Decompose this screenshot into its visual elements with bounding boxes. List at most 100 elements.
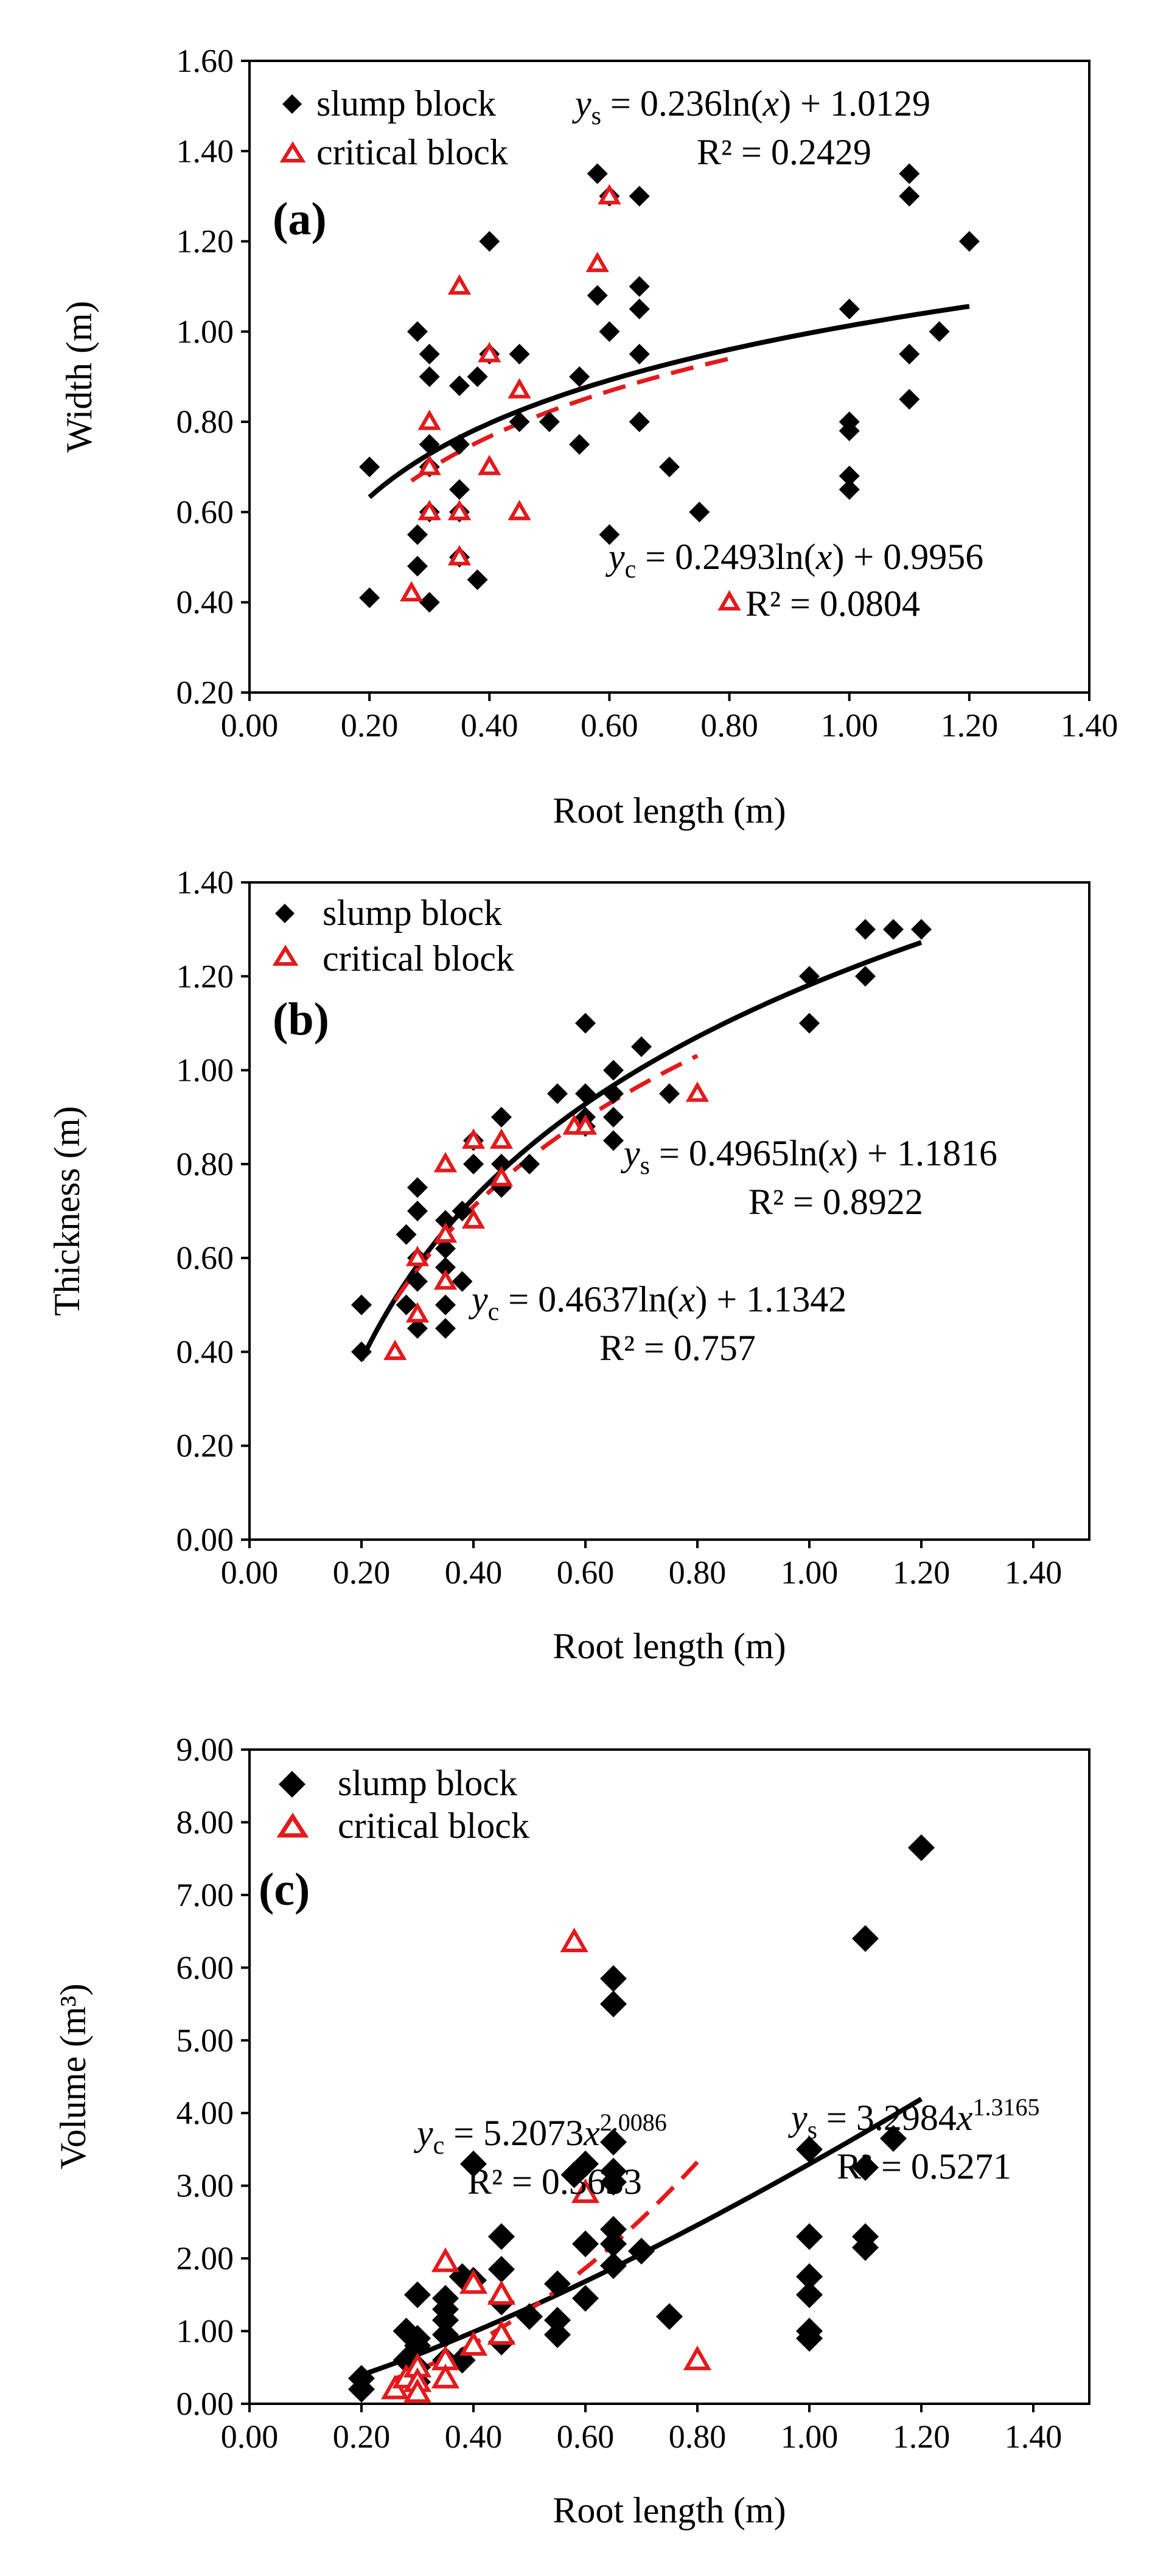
data-point-critical	[447, 545, 472, 566]
data-point-slump	[419, 434, 440, 455]
data-point-slump	[629, 186, 650, 207]
data-point-critical	[459, 2269, 488, 2294]
x-axis-title: Root length (m)	[553, 2490, 786, 2530]
data-point-slump	[407, 1201, 428, 1221]
data-point-critical	[461, 1208, 486, 1229]
y-tick-label: 4.00	[176, 2095, 234, 2131]
data-point-slump	[488, 2256, 515, 2283]
data-point-slump	[572, 2150, 599, 2177]
data-point-slump	[467, 366, 488, 387]
x-tick-label: 1.00	[781, 1554, 839, 1591]
data-point-slump	[407, 1318, 428, 1339]
data-point-slump	[544, 2321, 571, 2348]
data-point-slump	[419, 366, 440, 387]
data-point-slump	[351, 1341, 372, 1363]
x-tick-label: 0.40	[445, 2418, 503, 2455]
data-point-slump	[603, 1106, 624, 1128]
legend-diamond-marker	[279, 1771, 305, 1798]
slump-equation: ys = 3.2984x1.3165	[787, 2093, 1039, 2145]
data-point-slump	[839, 420, 860, 441]
legend-label-critical: critical block	[338, 1806, 529, 1846]
x-tick-label: 0.80	[669, 1554, 727, 1591]
data-point-slump	[463, 1153, 484, 1175]
data-point-slump	[600, 2216, 627, 2243]
y-tick-label: 1.60	[176, 43, 234, 79]
slump-r2: R² = 0.2429	[697, 132, 871, 172]
data-point-critical	[489, 1128, 514, 1149]
data-point-slump	[519, 1153, 540, 1175]
data-point-slump	[599, 321, 620, 342]
x-axis-title: Root length (m)	[553, 1626, 786, 1666]
data-point-slump	[899, 389, 920, 410]
data-point-slump	[958, 231, 980, 252]
data-point-slump	[351, 1294, 372, 1316]
x-tick-label: 0.00	[221, 1554, 279, 1591]
data-point-slump	[880, 2125, 907, 2152]
data-point-slump	[572, 2285, 599, 2312]
data-point-slump	[572, 2230, 599, 2258]
data-point-critical	[598, 184, 621, 204]
data-point-critical	[685, 1081, 710, 1102]
data-point-slump	[689, 501, 710, 523]
data-point-critical	[403, 2378, 432, 2403]
data-point-critical	[405, 1302, 430, 1323]
panel-c-volume: 0.00 0.20 0.40 0.60 0.80 1.00 1.20 1.40 0.00 1.0…	[53, 1731, 1090, 2530]
x-tick-label: 0.80	[700, 707, 758, 744]
data-point-slump	[435, 1257, 456, 1278]
y-tick-label: 8.00	[176, 1804, 234, 1840]
data-point-slump	[569, 434, 590, 455]
data-point-slump	[883, 919, 904, 940]
data-point-slump	[407, 1271, 428, 1292]
data-point-critical	[433, 1269, 458, 1290]
y-tick-label: 0.20	[176, 1428, 234, 1464]
x-tick-label: 1.00	[781, 2418, 839, 2455]
data-point-slump	[449, 375, 470, 396]
data-point-slump	[575, 1013, 596, 1034]
data-point-slump	[544, 2306, 571, 2334]
data-point-slump	[407, 524, 428, 545]
data-point-critical	[431, 2247, 460, 2272]
y-tick-label: 0.40	[176, 1333, 234, 1370]
data-point-slump	[479, 231, 500, 252]
data-point-critical	[683, 2345, 712, 2370]
data-point-slump	[796, 2281, 823, 2308]
data-point-slump	[587, 285, 608, 306]
data-point-slump	[899, 186, 920, 207]
legend-diamond-marker	[282, 94, 302, 114]
data-point-slump	[407, 1177, 428, 1198]
data-point-critical	[383, 1339, 407, 1360]
data-point-slump	[575, 1083, 596, 1105]
data-point-slump	[908, 1834, 935, 1862]
data-point-critical	[478, 341, 501, 363]
data-point-slump	[839, 298, 860, 319]
data-point-slump	[899, 163, 920, 184]
data-point-slump	[359, 456, 380, 478]
data-point-slump	[600, 2168, 627, 2196]
data-point-slump	[449, 434, 470, 455]
data-point-slump	[839, 466, 860, 487]
critical-r2: R² = 0.0804	[745, 584, 920, 624]
y-axis-title: Width (m)	[59, 301, 99, 452]
y-axis-ticks: 0.00 1.00 2.00 3.00 4.00 5.00 6.00 7.00 8.00 9.00	[176, 1731, 250, 2422]
x-tick-label: 0.00	[221, 2418, 279, 2455]
data-point-slump	[628, 2238, 655, 2265]
data-point-slump	[600, 2252, 627, 2280]
x-tick-label: 0.60	[557, 1554, 615, 1591]
data-point-slump	[396, 1224, 417, 1245]
data-point-critical	[573, 1114, 598, 1135]
data-point-slump	[659, 456, 680, 478]
data-point-slump	[544, 2270, 571, 2297]
data-point-critical	[478, 455, 501, 475]
y-tick-label: 1.00	[176, 2313, 234, 2350]
critical-r2: R² = 0.3633	[467, 2162, 642, 2202]
panel-label: (b)	[273, 994, 329, 1045]
panel-a-width: 0.00 0.20 0.40 0.60 0.80 1.00 1.20 1.40 0.200.4…	[59, 43, 1118, 831]
x-tick-label: 1.40	[1005, 1554, 1063, 1591]
data-point-critical	[459, 2331, 488, 2356]
data-point-slump	[432, 2321, 459, 2348]
y-axis-title: Thickness (m)	[47, 1106, 87, 1316]
data-point-critical	[487, 2320, 516, 2345]
y-tick-label: 1.00	[176, 1052, 234, 1089]
x-axis-ticks: 0.00 0.20 0.40 0.60 0.80 1.00 1.20 1.40	[221, 693, 1118, 744]
data-point-slump	[603, 1059, 624, 1081]
